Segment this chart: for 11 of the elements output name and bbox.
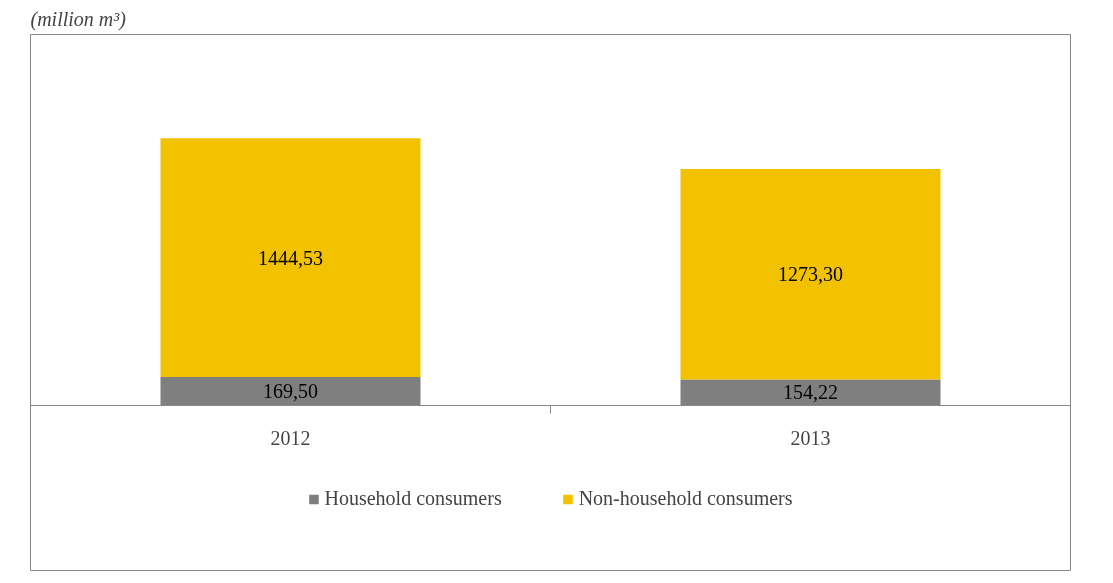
chart-title: (million m³) xyxy=(30,7,127,31)
x-tick-label: 2012 xyxy=(270,427,311,450)
bar xyxy=(160,138,421,378)
legend-label: Household consumers xyxy=(324,487,502,510)
data-label: 1273,30 xyxy=(778,263,843,286)
data-label: 1444,53 xyxy=(258,246,323,269)
x-tick-label: 2013 xyxy=(790,427,831,450)
data-label: 169,50 xyxy=(263,380,318,403)
bar xyxy=(680,169,941,380)
legend-label: Non-household consumers xyxy=(578,487,793,510)
data-label: 154,22 xyxy=(783,381,838,404)
